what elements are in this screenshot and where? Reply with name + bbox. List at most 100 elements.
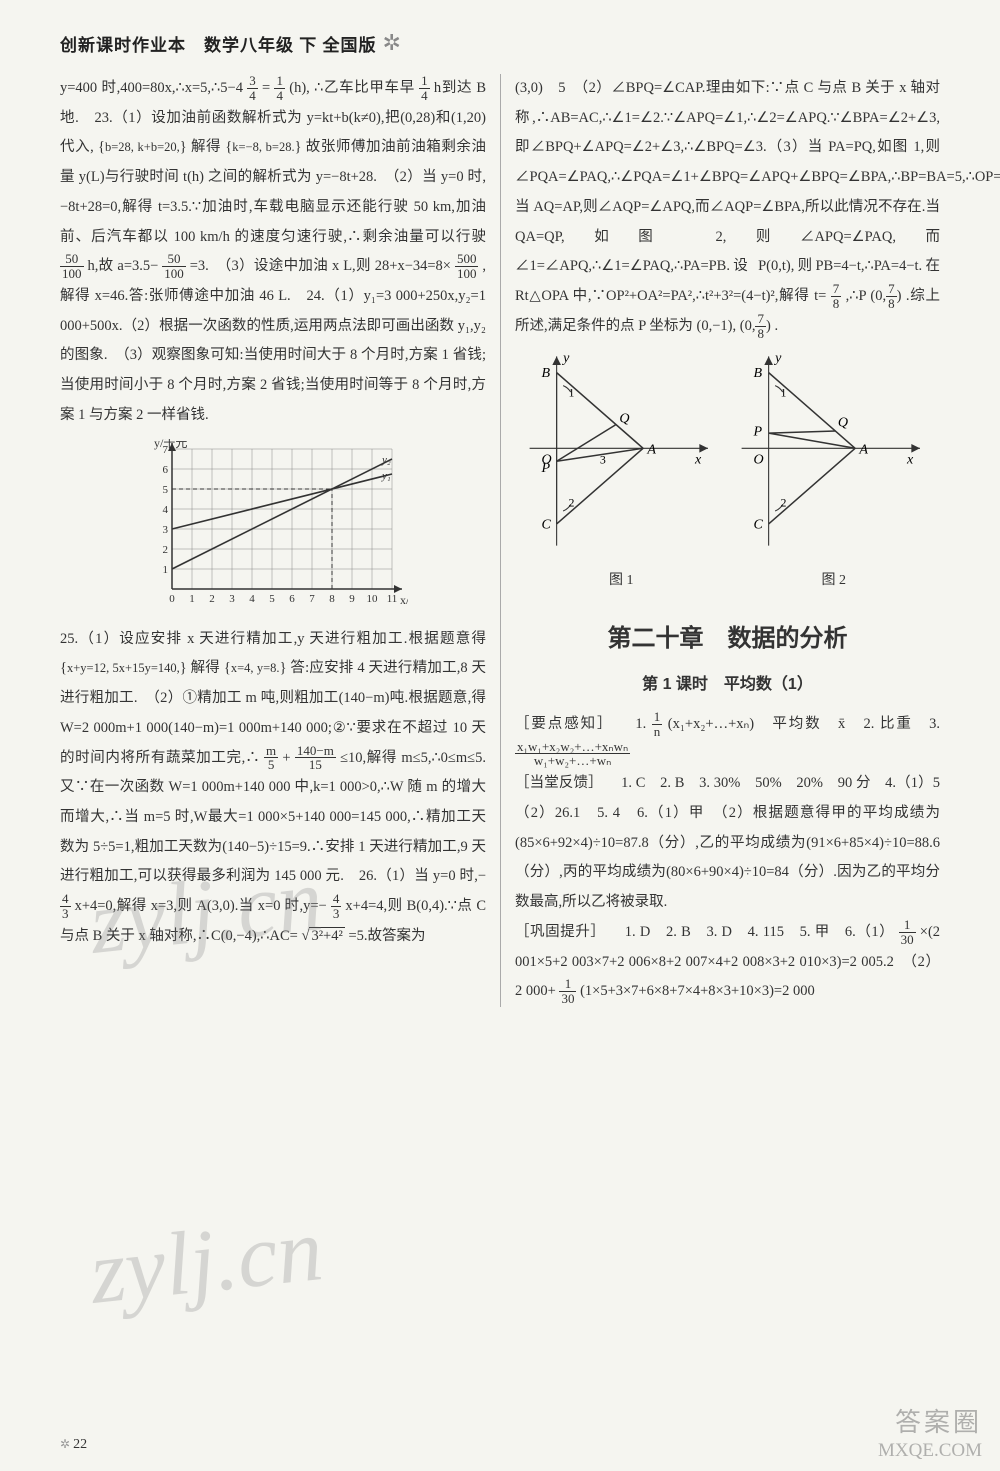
svg-text:6: 6 <box>289 593 295 605</box>
fraction: 50100 <box>162 252 186 280</box>
fraction: 43 <box>331 892 342 920</box>
svg-text:x/月: x/月 <box>400 593 408 607</box>
fraction: 130 <box>559 977 576 1005</box>
fraction: 34 <box>247 74 258 102</box>
svg-text:O: O <box>754 452 764 468</box>
svg-text:y₁: y₁ <box>381 470 391 482</box>
right-column: (3,0) 5 （2）∠BPQ=∠CAP.理由如下:∵点 C 与点 B 关于 x… <box>500 74 940 1007</box>
svg-text:7: 7 <box>309 593 315 605</box>
fraction: 50100 <box>60 252 84 280</box>
svg-text:1: 1 <box>189 593 195 605</box>
brace-system: {x=4, y=8.} <box>224 660 290 676</box>
text: =5.故答案为 <box>348 928 425 944</box>
text: . <box>774 318 778 334</box>
svg-text:y: y <box>561 351 570 366</box>
geometry-figures: B Q A O P C x y 1 2 3 图 1 <box>515 351 940 595</box>
text: (x₁+x₂+…+xₙ) 平均数 x̄ 2. 比重 3. <box>668 716 940 732</box>
credit-mark: 答案圈 MXQE.COM <box>878 1407 982 1463</box>
brace-system: {x+y=12, 5x+15y=140,} <box>60 660 191 676</box>
left-column: y=400 时,400=80x,∴x=5,∴5−4 34 = 14 (h), ∴… <box>60 74 500 1007</box>
text: (1×5+3×7+6×8+7×4+8×3+10×3)=2 000 <box>580 983 815 999</box>
fraction: 78 <box>755 312 766 340</box>
credit-line1: 答案圈 <box>878 1407 982 1440</box>
svg-text:2: 2 <box>209 593 215 605</box>
text: (h), <box>289 80 310 96</box>
svg-text:11: 11 <box>387 593 398 605</box>
fraction: 14 <box>274 74 285 102</box>
svg-text:2: 2 <box>781 496 787 510</box>
svg-text:6: 6 <box>163 464 169 476</box>
section-label: ［当堂反馈］ <box>515 775 603 791</box>
figure-caption: 图 2 <box>734 567 934 596</box>
text: =3. （3）设途中加油 x L,则 28+x−34=8× <box>190 258 451 274</box>
fraction: 78 <box>831 282 842 310</box>
fraction: m5 <box>264 744 278 772</box>
lesson-title: 第 1 课时 平均数（1） <box>515 669 940 702</box>
svg-text:3: 3 <box>600 453 606 467</box>
svg-text:y/千元: y/千元 <box>154 439 187 450</box>
fraction: 14 <box>419 74 430 102</box>
page-header: 创新课时作业本 数学八年级 下 全国版 ✲ <box>60 30 960 56</box>
fraction: 78 <box>886 282 897 310</box>
text: 1. C 2. B 3. 30% 50% 20% 90 分 4.（1）5 （2）… <box>515 775 955 910</box>
content-columns: y=400 时,400=80x,∴x=5,∴5−4 34 = 14 (h), ∴… <box>60 74 960 1007</box>
svg-text:9: 9 <box>349 593 355 605</box>
text: h,故 a=3.5− <box>87 258 158 274</box>
watermark: zylj.cn <box>85 1198 327 1325</box>
page: 创新课时作业本 数学八年级 下 全国版 ✲ y=400 时,400=80x,∴x… <box>0 0 1000 1027</box>
chapter-title: 第二十章 数据的分析 <box>515 614 940 663</box>
svg-text:y: y <box>773 351 782 366</box>
svg-text:3: 3 <box>163 524 169 536</box>
text: x+4=0,解得 x=3,则 A(3,0).当 x=0 时,y=− <box>75 898 327 914</box>
text: 解得 <box>191 139 221 155</box>
section-label: ［要点感知］ <box>515 716 613 732</box>
svg-text:Q: Q <box>619 411 629 427</box>
ornament-icon: ✲ <box>60 1437 70 1451</box>
line-chart: 01234567891011 1234567 y/千元 x/月 y₁ y₂ <box>138 439 408 619</box>
svg-text:Q: Q <box>838 415 848 431</box>
svg-text:y₂: y₂ <box>381 454 391 466</box>
svg-text:2: 2 <box>568 496 574 510</box>
section-label: ［巩固提升］ <box>515 924 606 940</box>
fraction: 500100 <box>455 252 479 280</box>
svg-text:4: 4 <box>249 593 255 605</box>
svg-text:2: 2 <box>163 544 169 556</box>
svg-text:A: A <box>859 442 869 458</box>
page-number: ✲22 <box>60 1437 87 1453</box>
fraction: 43 <box>60 892 71 920</box>
svg-text:x: x <box>906 452 914 468</box>
svg-text:1: 1 <box>568 386 574 400</box>
brace-system: {k=−8, b=28.} <box>225 139 305 155</box>
svg-text:3: 3 <box>229 593 235 605</box>
text: ,∴P <box>846 288 866 304</box>
text: 25.（1）设应安排 x 天进行精加工,y 天进行粗加工.根据题意得 <box>60 631 486 647</box>
text: ,解得 x=46.答:张师傅途中加油 46 L. 24.（1）y₁=3 000+… <box>60 258 486 423</box>
svg-text:1: 1 <box>781 386 787 400</box>
figure-caption: 图 1 <box>521 567 721 596</box>
svg-text:P: P <box>540 461 550 477</box>
svg-text:P: P <box>753 424 763 440</box>
fraction: 130 <box>899 918 916 946</box>
text: ∴乙车比甲车早 <box>314 80 415 96</box>
svg-text:4: 4 <box>163 504 169 516</box>
svg-text:10: 10 <box>367 593 379 605</box>
ornament-icon: ✲ <box>383 30 401 56</box>
text: 故张师傅加油前油箱剩余油量 y(L)与行驶时间 t(h) 之间的解析式为 y=−… <box>60 139 486 244</box>
svg-text:5: 5 <box>269 593 275 605</box>
text: 解得 <box>191 660 220 676</box>
fraction: 140−m15 <box>295 744 336 772</box>
credit-line2: MXQE.COM <box>878 1439 982 1463</box>
text: 1. <box>619 716 652 732</box>
fraction: x₁w₁+x₂w₂+…+xₙwₙw₁+w₂+…+wₙ <box>515 740 630 768</box>
text: y=400 时,400=80x,∴x=5,∴5−4 <box>60 80 243 96</box>
svg-text:1: 1 <box>163 564 169 576</box>
svg-text:8: 8 <box>329 593 335 605</box>
svg-text:x: x <box>694 452 702 468</box>
page-number-value: 22 <box>73 1437 87 1452</box>
figure-1: B Q A O P C x y 1 2 3 图 1 <box>521 351 721 595</box>
svg-text:A: A <box>646 442 656 458</box>
book-title: 创新课时作业本 数学八年级 下 全国版 <box>60 31 377 56</box>
svg-text:B: B <box>754 365 763 381</box>
brace-system: {b=28, k+b=20,} <box>98 139 191 155</box>
svg-text:0: 0 <box>169 593 175 605</box>
